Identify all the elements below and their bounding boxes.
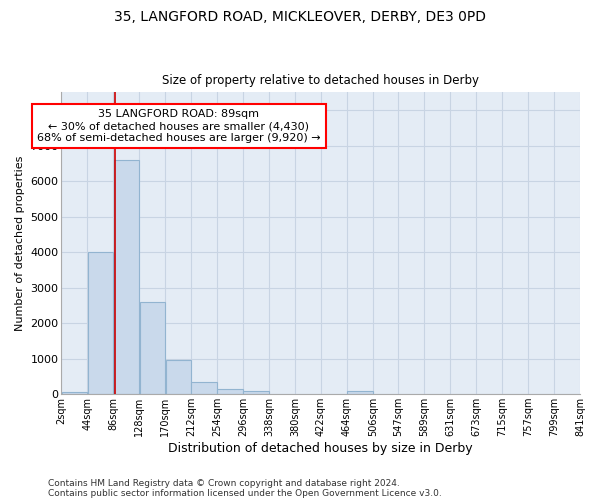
Bar <box>62 392 87 394</box>
Bar <box>140 302 165 394</box>
Text: Contains public sector information licensed under the Open Government Licence v3: Contains public sector information licen… <box>48 488 442 498</box>
Bar <box>88 252 113 394</box>
Bar <box>166 360 191 394</box>
Bar <box>244 390 269 394</box>
Text: Contains HM Land Registry data © Crown copyright and database right 2024.: Contains HM Land Registry data © Crown c… <box>48 478 400 488</box>
Bar <box>113 160 139 394</box>
Bar <box>217 389 243 394</box>
Bar <box>347 390 373 394</box>
Text: 35, LANGFORD ROAD, MICKLEOVER, DERBY, DE3 0PD: 35, LANGFORD ROAD, MICKLEOVER, DERBY, DE… <box>114 10 486 24</box>
Y-axis label: Number of detached properties: Number of detached properties <box>15 156 25 331</box>
Text: 35 LANGFORD ROAD: 89sqm
← 30% of detached houses are smaller (4,430)
68% of semi: 35 LANGFORD ROAD: 89sqm ← 30% of detache… <box>37 110 320 142</box>
Title: Size of property relative to detached houses in Derby: Size of property relative to detached ho… <box>162 74 479 87</box>
X-axis label: Distribution of detached houses by size in Derby: Distribution of detached houses by size … <box>169 442 473 455</box>
Bar <box>191 382 217 394</box>
